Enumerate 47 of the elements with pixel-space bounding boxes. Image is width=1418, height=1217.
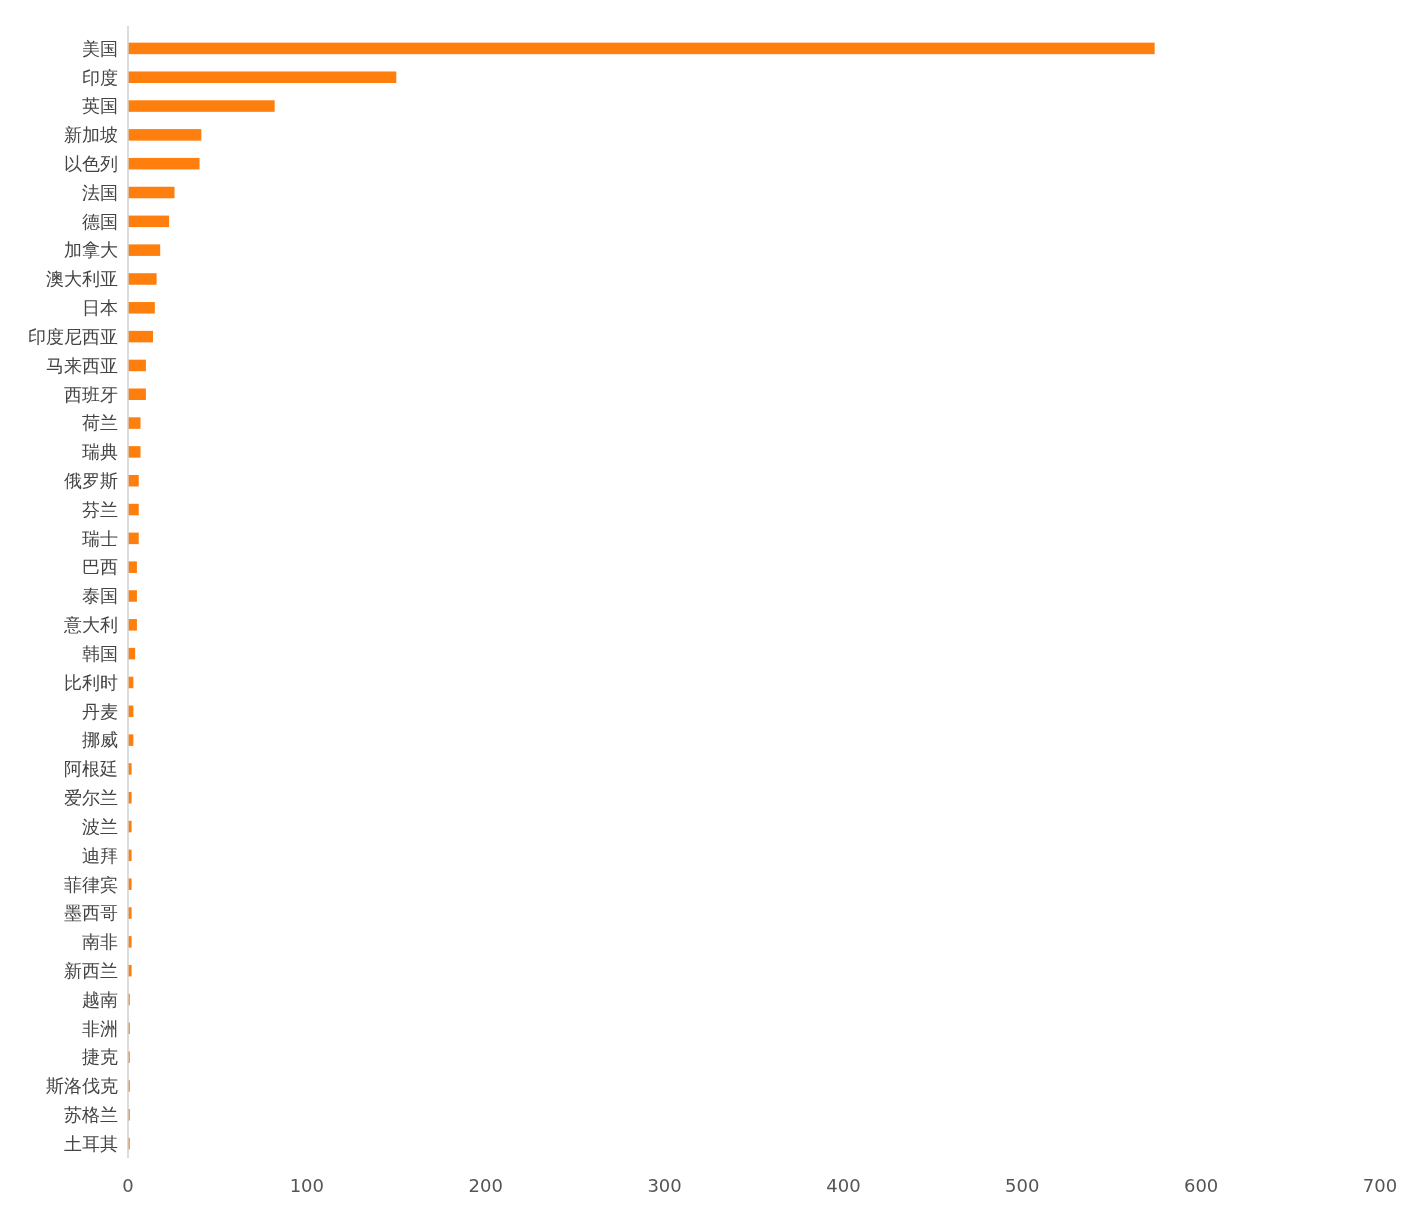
x-tick-label: 600 (1183, 1175, 1219, 1196)
y-tick-label: 芬兰 (82, 498, 118, 520)
y-tick-label: 爱尔兰 (64, 787, 118, 809)
y-tick-label: 波兰 (82, 815, 118, 837)
y-tick-label: 迪拜 (82, 844, 118, 866)
x-tick-label: 400 (826, 1175, 861, 1196)
y-tick-label: 俄罗斯 (64, 470, 118, 492)
y-tick-label: 土耳其 (64, 1132, 118, 1154)
y-tick-label: 菲律宾 (64, 873, 118, 895)
y-tick-label: 荷兰 (82, 412, 118, 434)
y-tick-label: 巴西 (82, 556, 118, 578)
y-tick-label: 法国 (82, 181, 118, 203)
y-tick-label: 西班牙 (64, 383, 118, 405)
y-tick-label: 加拿大 (64, 239, 118, 261)
x-tick-label: 100 (289, 1175, 325, 1196)
y-tick-label: 日本 (82, 297, 118, 319)
x-tick-label: 300 (647, 1175, 682, 1196)
x-tick-label: 700 (1362, 1175, 1398, 1196)
y-tick-label: 非洲 (82, 1017, 118, 1039)
y-tick-label: 德国 (82, 210, 118, 232)
y-tick-label: 新西兰 (64, 959, 118, 981)
y-tick-label: 印度尼西亚 (28, 325, 118, 347)
x-tick-label: 500 (1005, 1175, 1040, 1196)
y-tick-label: 瑞士 (82, 527, 118, 549)
y-tick-label: 墨西哥 (64, 902, 118, 924)
y-tick-label: 越南 (82, 988, 118, 1010)
y-tick-label: 斯洛伐克 (46, 1075, 118, 1097)
y-tick-label: 丹麦 (82, 700, 118, 722)
y-tick-label: 英国 (82, 95, 118, 117)
y-tick-label: 比利时 (64, 671, 118, 693)
y-tick-label: 美国 (82, 37, 118, 59)
y-tick-label: 瑞典 (82, 441, 118, 463)
y-tick-label: 新加坡 (64, 124, 118, 146)
y-tick-label: 挪威 (82, 729, 118, 751)
x-tick-label: 200 (468, 1175, 503, 1196)
y-tick-label: 南非 (82, 931, 118, 953)
x-tick-label: 0 (122, 1175, 134, 1196)
y-tick-label: 印度 (82, 66, 118, 88)
y-tick-label: 马来西亚 (46, 354, 118, 376)
y-tick-label: 泰国 (82, 585, 118, 607)
y-tick-label: 澳大利亚 (46, 268, 118, 290)
y-tick-label: 韩国 (82, 642, 118, 664)
y-tick-label: 阿根廷 (64, 758, 118, 780)
y-tick-label: 以色列 (64, 152, 118, 174)
y-tick-label: 捷克 (82, 1046, 118, 1068)
y-tick-label: 苏格兰 (64, 1104, 118, 1126)
y-tick-label: 意大利 (63, 614, 118, 636)
